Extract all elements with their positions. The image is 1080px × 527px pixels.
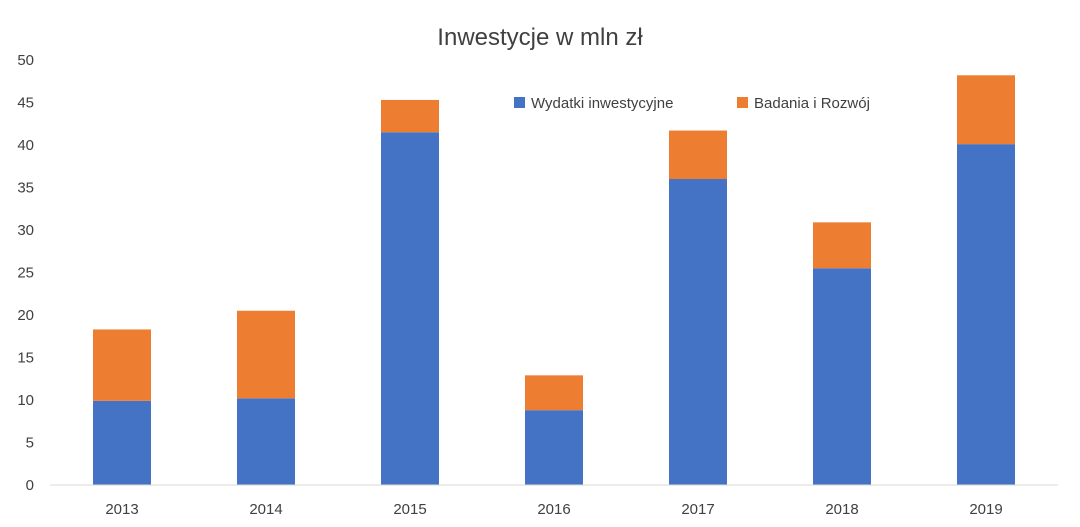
x-tick-label: 2015 — [393, 501, 426, 518]
bar-wydatki-2019 — [957, 144, 1015, 485]
y-axis: 0 5 10 15 20 25 30 35 40 45 50 — [17, 52, 34, 494]
y-tick-label: 50 — [17, 52, 34, 69]
y-tick-label: 25 — [17, 265, 34, 282]
bar-badania-2013 — [93, 329, 151, 401]
y-tick-label: 45 — [17, 95, 34, 112]
bar-badania-2017 — [669, 130, 727, 179]
bar-wydatki-2015 — [381, 132, 439, 485]
x-tick-label: 2013 — [105, 501, 138, 518]
legend-label: Wydatki inwestycyjne — [531, 95, 673, 112]
bar-badania-2018 — [813, 222, 871, 269]
chart-title: Inwestycje w mln zł — [437, 24, 643, 51]
bar-badania-2016 — [525, 375, 583, 411]
legend-label: Badania i Rozwój — [754, 95, 870, 112]
y-tick-label: 15 — [17, 350, 34, 367]
y-tick-label: 10 — [17, 392, 34, 409]
bar-wydatki-2014 — [237, 398, 295, 485]
y-tick-label: 5 — [26, 435, 34, 452]
legend-swatch — [737, 97, 748, 108]
x-tick-label: 2019 — [969, 501, 1002, 518]
bar-badania-2019 — [957, 75, 1015, 145]
bars — [93, 75, 1015, 485]
bar-badania-2014 — [237, 310, 295, 399]
x-tick-label: 2017 — [681, 501, 714, 518]
y-tick-label: 0 — [26, 477, 34, 494]
bar-wydatki-2013 — [93, 400, 151, 485]
x-tick-label: 2018 — [825, 501, 858, 518]
bar-wydatki-2016 — [525, 410, 583, 485]
x-tick-label: 2016 — [537, 501, 570, 518]
bar-wydatki-2017 — [669, 179, 727, 485]
x-tick-label: 2014 — [249, 501, 282, 518]
legend: Wydatki inwestycyjne Badania i Rozwój — [514, 95, 870, 112]
y-tick-label: 30 — [17, 222, 34, 239]
x-axis: 2013 2014 2015 2016 2017 2018 2019 — [105, 501, 1002, 518]
y-tick-label: 35 — [17, 180, 34, 197]
bar-wydatki-2018 — [813, 268, 871, 485]
y-tick-label: 20 — [17, 307, 34, 324]
legend-swatch — [514, 97, 525, 108]
bar-badania-2015 — [381, 99, 439, 133]
y-tick-label: 40 — [17, 137, 34, 154]
